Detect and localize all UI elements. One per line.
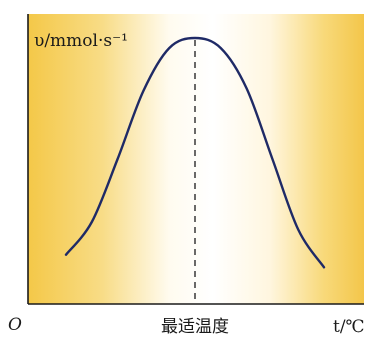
plot-background [28, 14, 364, 304]
origin-label: O [8, 315, 22, 335]
x-axis-label: t/℃ [333, 317, 365, 337]
x-tick-label-optimum: 最适温度 [161, 317, 229, 337]
activity-curve [64, 36, 326, 269]
y-axis-label: υ/mmol·s⁻¹ [34, 31, 128, 51]
